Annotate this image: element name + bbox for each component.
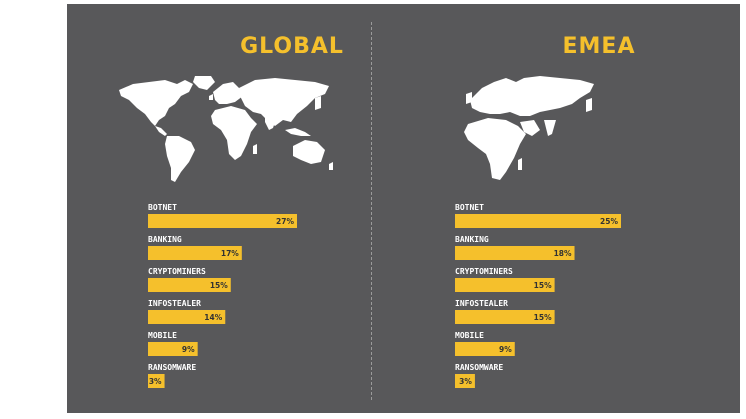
global-title: GLOBAL [240, 34, 344, 59]
emea-category-label: BANKING [455, 235, 489, 244]
emea-bar [455, 374, 475, 388]
global-value-label: 15% [210, 281, 228, 290]
global-value-label: 27% [276, 217, 294, 226]
global-category-label: BOTNET [148, 203, 177, 212]
emea-value-label: 9% [499, 345, 512, 354]
emea-category-label: BOTNET [455, 203, 484, 212]
emea-value-label: 15% [534, 313, 552, 322]
emea-category-label: MOBILE [455, 331, 484, 340]
global-bar [148, 278, 231, 292]
emea-title: EMEA [562, 34, 636, 59]
emea-category-label: INFOSTEALER [455, 299, 508, 308]
global-category-label: MOBILE [148, 331, 177, 340]
global-category-label: RANSOMWARE [148, 363, 196, 372]
global-value-label: 14% [204, 313, 222, 322]
emea-map-icon [464, 76, 594, 180]
global-value-label: 3% [149, 377, 162, 386]
emea-bar [455, 278, 555, 292]
infographic-panel: GLOBAL EMEA [67, 4, 740, 413]
global-bar [148, 374, 165, 388]
world-map-icon [119, 76, 333, 182]
global-bar [148, 246, 242, 260]
emea-bar [455, 246, 575, 260]
divider [371, 22, 372, 400]
global-value-label: 17% [221, 249, 239, 258]
global-bar [148, 310, 226, 324]
global-category-label: BANKING [148, 235, 182, 244]
emea-category-label: CRYPTOMINERS [455, 267, 513, 276]
emea-bar [455, 214, 621, 228]
global-category-label: INFOSTEALER [148, 299, 201, 308]
global-bar [148, 342, 198, 356]
emea-value-label: 18% [554, 249, 572, 258]
emea-category-label: RANSOMWARE [455, 363, 503, 372]
emea-value-label: 15% [534, 281, 552, 290]
global-bar [148, 214, 297, 228]
emea-bar [455, 342, 515, 356]
emea-value-label: 3% [459, 377, 472, 386]
bar-charts: BOTNET 27% BANKING 17% CRYPTOMINERS 15% INFOST… [148, 203, 621, 388]
global-value-label: 9% [182, 345, 195, 354]
emea-value-label: 25% [600, 217, 618, 226]
global-category-label: CRYPTOMINERS [148, 267, 206, 276]
emea-bar [455, 310, 555, 324]
